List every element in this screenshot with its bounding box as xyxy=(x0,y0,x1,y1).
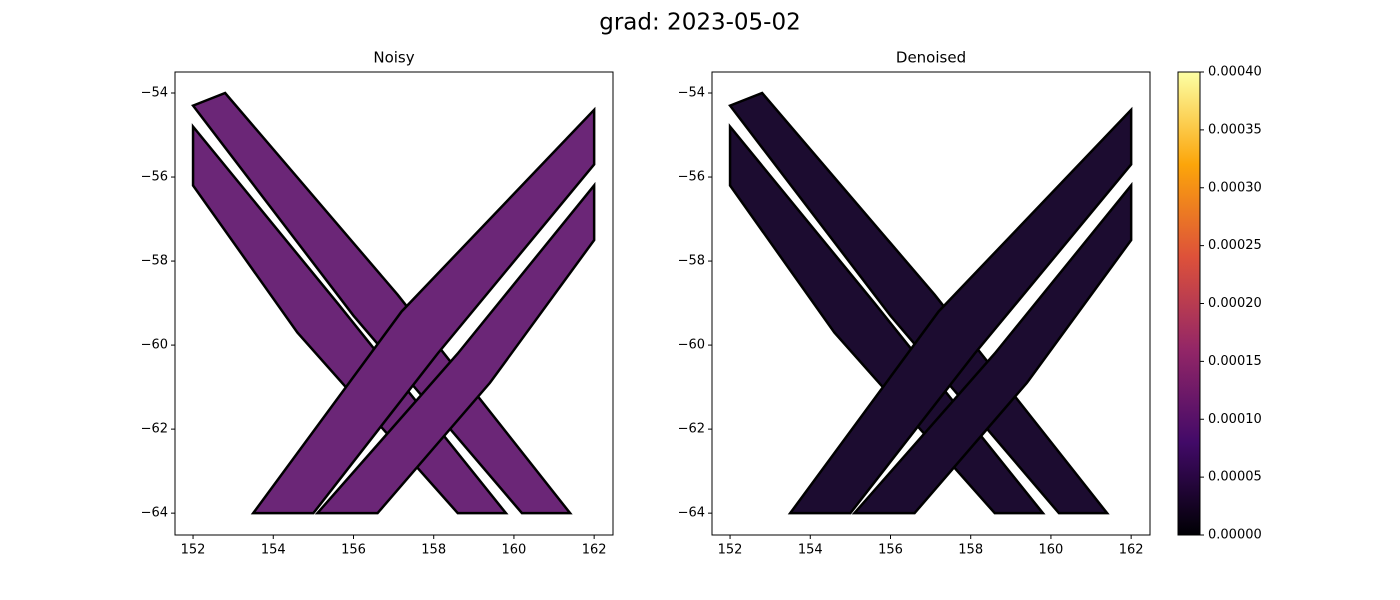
axes-frame xyxy=(174,71,614,536)
x-tick-label: 162 xyxy=(1119,543,1144,558)
x-tick-label: 154 xyxy=(261,543,286,558)
x-tick-label: 152 xyxy=(718,543,743,558)
y-tick-label: −54 xyxy=(678,86,705,101)
x-tick-label: 154 xyxy=(798,543,823,558)
colorbar-tick-label: 0.00005 xyxy=(1208,470,1262,485)
y-tick-label: −58 xyxy=(141,254,168,269)
colorbar-tick-label: 0.00025 xyxy=(1208,238,1262,253)
swath xyxy=(728,91,1110,515)
figure-title: grad: 2023-05-02 xyxy=(599,10,800,36)
swath xyxy=(787,106,1133,515)
colorbar-tick-label: 0.00035 xyxy=(1208,122,1262,137)
colorbar-tick-label: 0.00020 xyxy=(1208,296,1262,311)
swath xyxy=(314,181,596,515)
y-tick-label: −56 xyxy=(141,170,168,185)
colorbar-tick-label: 0.00000 xyxy=(1208,528,1262,543)
colorbar-tick-label: 0.00030 xyxy=(1208,180,1262,195)
x-tick-label: 156 xyxy=(878,543,903,558)
y-tick-label: −64 xyxy=(141,506,168,521)
x-tick-label: 158 xyxy=(958,543,983,558)
axes-title: Noisy xyxy=(373,49,414,67)
y-tick-label: −64 xyxy=(678,506,705,521)
y-tick-label: −58 xyxy=(678,254,705,269)
y-tick-label: −60 xyxy=(141,338,168,353)
swath xyxy=(851,181,1133,515)
swath xyxy=(191,91,573,515)
x-tick-label: 160 xyxy=(1039,543,1064,558)
colorbar xyxy=(1177,71,1201,536)
colorbar-tick-label: 0.00010 xyxy=(1208,412,1262,427)
x-tick-label: 162 xyxy=(582,543,607,558)
colorbar-tick-label: 0.00015 xyxy=(1208,354,1262,369)
y-tick-label: −54 xyxy=(141,86,168,101)
x-tick-label: 152 xyxy=(181,543,206,558)
swath xyxy=(250,106,596,515)
x-tick-label: 158 xyxy=(421,543,446,558)
x-tick-label: 156 xyxy=(341,543,366,558)
y-tick-label: −62 xyxy=(678,422,705,437)
axes-frame xyxy=(711,71,1151,536)
colorbar-tick-label: 0.00040 xyxy=(1208,65,1262,80)
axes-title: Denoised xyxy=(896,49,966,67)
y-tick-label: −56 xyxy=(678,170,705,185)
y-tick-label: −62 xyxy=(141,422,168,437)
y-tick-label: −60 xyxy=(678,338,705,353)
x-tick-label: 160 xyxy=(502,543,527,558)
